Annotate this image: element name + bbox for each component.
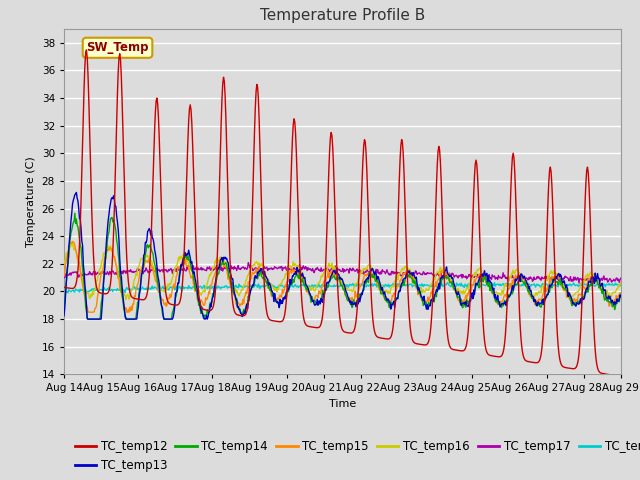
TC_temp18 <box>128 287 136 293</box>
TC_temp12 <box>128 295 136 300</box>
TC_temp14 <box>70 218 78 224</box>
TC_temp16 <box>186 266 193 272</box>
Line: TC_temp17: TC_temp17 <box>64 263 621 283</box>
TC_temp14 <box>428 297 436 303</box>
TC_temp17 <box>575 280 583 286</box>
TC_temp15 <box>412 283 419 288</box>
TC_temp18 <box>71 289 79 295</box>
Line: TC_temp18: TC_temp18 <box>64 283 621 293</box>
TC_temp17 <box>184 266 192 272</box>
TC_temp17 <box>428 270 435 276</box>
Y-axis label: Temperature (C): Temperature (C) <box>26 156 36 247</box>
TC_temp14 <box>71 210 79 216</box>
TC_temp18 <box>60 288 68 294</box>
TC_temp16 <box>428 282 436 288</box>
TC_temp16 <box>215 259 223 264</box>
TC_temp12 <box>411 340 419 346</box>
TC_temp15 <box>428 290 436 296</box>
TC_temp12 <box>70 285 78 291</box>
TC_temp13 <box>428 298 436 303</box>
TC_temp15 <box>617 290 625 296</box>
TC_temp12 <box>83 47 90 53</box>
Line: TC_temp13: TC_temp13 <box>64 192 621 319</box>
TC_temp18 <box>64 290 72 296</box>
Title: Temperature Profile B: Temperature Profile B <box>260 9 425 24</box>
TC_temp17 <box>60 273 68 278</box>
Text: SW_Temp: SW_Temp <box>86 41 148 54</box>
TC_temp14 <box>84 316 92 322</box>
TC_temp12 <box>185 118 193 124</box>
TC_temp16 <box>129 285 137 290</box>
TC_temp18 <box>428 284 435 289</box>
TC_temp16 <box>412 276 419 282</box>
TC_temp18 <box>185 283 193 288</box>
TC_temp13 <box>84 316 92 322</box>
Line: TC_temp16: TC_temp16 <box>64 242 621 300</box>
TC_temp18 <box>617 282 625 288</box>
TC_temp12 <box>60 285 68 290</box>
Legend: TC_temp12, TC_temp13, TC_temp14, TC_temp15, TC_temp16, TC_temp17, TC_temp18: TC_temp12, TC_temp13, TC_temp14, TC_temp… <box>70 435 640 477</box>
TC_temp13 <box>70 195 78 201</box>
TC_temp15 <box>68 239 76 244</box>
TC_temp17 <box>411 270 419 276</box>
TC_temp17 <box>127 269 135 275</box>
TC_temp12 <box>214 231 222 237</box>
TC_temp15 <box>85 309 93 315</box>
Line: TC_temp14: TC_temp14 <box>64 213 621 319</box>
TC_temp12 <box>617 373 625 379</box>
TC_temp14 <box>60 306 68 312</box>
TC_temp15 <box>129 301 137 307</box>
TC_temp15 <box>71 243 79 249</box>
TC_temp18 <box>214 283 222 289</box>
TC_temp16 <box>617 279 625 285</box>
TC_temp17 <box>244 260 252 265</box>
TC_temp14 <box>186 257 193 263</box>
TC_temp15 <box>60 273 68 279</box>
TC_temp16 <box>60 262 68 268</box>
TC_temp14 <box>617 291 625 297</box>
TC_temp16 <box>122 297 130 302</box>
TC_temp14 <box>215 271 223 276</box>
TC_temp15 <box>215 261 223 266</box>
TC_temp14 <box>129 316 137 322</box>
TC_temp14 <box>412 278 419 284</box>
TC_temp17 <box>617 276 625 281</box>
TC_temp13 <box>215 265 223 271</box>
TC_temp13 <box>129 316 137 322</box>
Line: TC_temp12: TC_temp12 <box>64 50 621 376</box>
TC_temp13 <box>412 276 419 282</box>
X-axis label: Time: Time <box>329 399 356 409</box>
TC_temp13 <box>617 294 625 300</box>
TC_temp16 <box>71 246 79 252</box>
TC_temp15 <box>186 269 193 275</box>
TC_temp12 <box>428 322 435 327</box>
Line: TC_temp15: TC_temp15 <box>64 241 621 312</box>
TC_temp13 <box>186 251 193 257</box>
TC_temp17 <box>70 269 78 275</box>
TC_temp13 <box>72 190 80 195</box>
TC_temp16 <box>68 240 76 245</box>
TC_temp13 <box>60 313 68 319</box>
TC_temp17 <box>214 264 221 270</box>
TC_temp18 <box>411 283 419 288</box>
TC_temp18 <box>491 280 499 286</box>
